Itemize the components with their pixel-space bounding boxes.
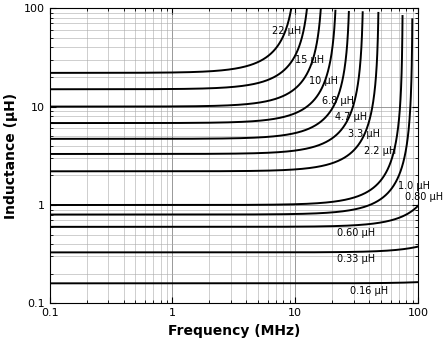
- Text: 0.33 μH: 0.33 μH: [337, 254, 375, 264]
- Text: 15 μH: 15 μH: [295, 55, 324, 65]
- X-axis label: Frequency (MHz): Frequency (MHz): [168, 324, 300, 338]
- Y-axis label: Inductance (μH): Inductance (μH): [4, 93, 18, 219]
- Text: 1.0 μH: 1.0 μH: [398, 181, 430, 191]
- Text: 10 μH: 10 μH: [309, 77, 338, 87]
- Text: 2.2 μH: 2.2 μH: [364, 146, 396, 156]
- Text: 22 μH: 22 μH: [272, 26, 302, 37]
- Text: 0.80 μH: 0.80 μH: [405, 192, 443, 201]
- Text: 0.60 μH: 0.60 μH: [337, 228, 375, 238]
- Text: 4.7 μH: 4.7 μH: [335, 112, 367, 122]
- Text: 0.16 μH: 0.16 μH: [350, 286, 388, 296]
- Text: 3.3 μH: 3.3 μH: [349, 129, 380, 139]
- Text: 6.8 μH: 6.8 μH: [322, 96, 354, 106]
